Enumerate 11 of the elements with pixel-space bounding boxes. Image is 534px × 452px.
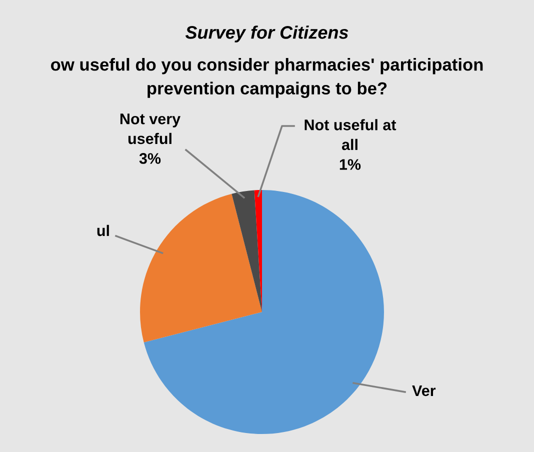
chart-title: Survey for Citizens bbox=[185, 26, 348, 42]
slice-label: ul bbox=[97, 224, 109, 236]
slice-label: Not very useful bbox=[120, 114, 180, 144]
data-label: 3% bbox=[139, 153, 161, 164]
pie-slice bbox=[232, 190, 262, 312]
pie-slice bbox=[140, 194, 262, 342]
chart-subtitle: ow useful do you consider pharmacies' participation prevention campaigns to be? bbox=[50, 58, 483, 98]
slice-label: Not useful at all bbox=[304, 119, 396, 150]
slice-label: Ver bbox=[412, 385, 436, 396]
data-label: 1% bbox=[340, 159, 361, 170]
pie-slice bbox=[144, 190, 384, 434]
